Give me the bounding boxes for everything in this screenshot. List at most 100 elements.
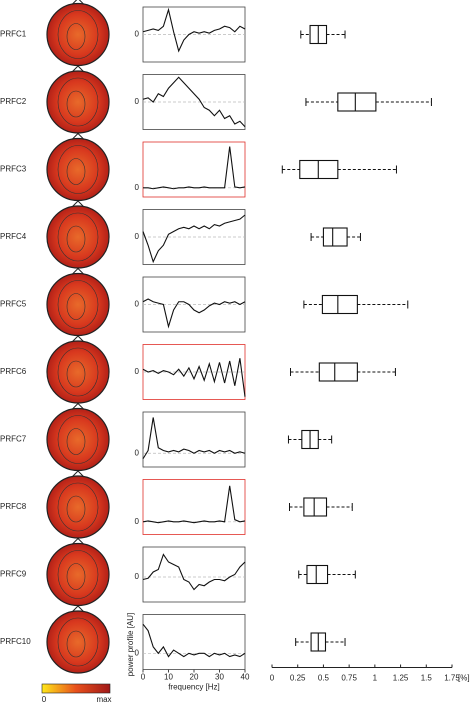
scalp-map	[46, 340, 110, 404]
scalp-contour	[57, 212, 99, 262]
spectrum-line	[142, 417, 246, 460]
box-tick-label: 0	[270, 674, 275, 683]
x-tick-label: 40	[241, 673, 250, 682]
scalp-contour	[57, 145, 99, 194]
scalp-nose	[71, 335, 85, 343]
box	[306, 564, 329, 585]
scalp-contour	[66, 428, 86, 455]
box-unit: [%]	[458, 674, 470, 683]
scalp-nose	[71, 65, 85, 73]
box	[321, 294, 358, 315]
colorbar-max: max	[96, 695, 111, 704]
scalp-map	[46, 475, 110, 539]
scalp-contour	[66, 225, 86, 253]
scalp-contour	[66, 23, 86, 50]
x-tick-label: 0	[141, 673, 146, 682]
y-tick-label: 0	[135, 448, 140, 457]
scalp-map	[46, 272, 110, 337]
spectrum-frame	[142, 479, 246, 535]
y-axis-label: power profile [AU]	[126, 613, 135, 677]
component-label: PRFC10	[0, 637, 31, 646]
spectrum-frame	[142, 411, 246, 468]
y-tick-label: 0	[135, 572, 140, 581]
spectrum-frame	[142, 141, 246, 198]
scalp-nose	[71, 470, 85, 478]
component-label: PRFC6	[0, 367, 27, 376]
box-tick-label: 1.5	[421, 674, 433, 683]
scalp-contour	[57, 550, 99, 599]
box-tick-label: 0.25	[290, 674, 306, 683]
colorbar	[41, 683, 111, 694]
box	[303, 497, 328, 517]
scalp-map	[46, 137, 110, 202]
x-tick-label: 10	[164, 673, 173, 682]
component-label: PRFC8	[0, 502, 27, 511]
box	[318, 362, 358, 382]
box-tick-label: 0.75	[341, 674, 357, 683]
box-tick-label: 1.25	[393, 674, 409, 683]
spectrum-line	[142, 358, 246, 397]
scalp-map	[46, 70, 110, 134]
scalp-contour	[66, 90, 86, 118]
component-label: PRFC9	[0, 570, 27, 579]
y-tick-label: 0	[135, 183, 140, 192]
spectrum-line	[142, 553, 246, 591]
scalp-map	[46, 610, 110, 674]
scalp-map	[46, 542, 110, 607]
component-label: PRFC5	[0, 300, 27, 309]
component-label: PRFC1	[0, 30, 27, 39]
spectrum-line	[142, 76, 246, 128]
y-tick-label: 0	[135, 648, 140, 657]
scalp-nose	[71, 200, 85, 208]
scalp-contour	[57, 77, 99, 127]
scalp-contour	[57, 415, 99, 464]
y-tick-label: 0	[135, 30, 140, 39]
scalp-map	[46, 2, 110, 67]
scalp-nose	[71, 0, 85, 5]
component-label: PRFC2	[0, 97, 27, 106]
scalp-nose	[71, 402, 85, 410]
scalp-map	[46, 205, 110, 269]
y-tick-label: 0	[135, 300, 140, 309]
spectrum-line	[142, 7, 246, 53]
spectrum-line	[142, 623, 246, 658]
y-tick-label: 0	[135, 232, 140, 241]
scalp-contour	[66, 293, 86, 320]
component-label: PRFC4	[0, 232, 27, 241]
scalp-contour	[57, 482, 99, 532]
scalp-contour	[57, 617, 99, 667]
scalp-map	[46, 407, 110, 472]
scalp-contour	[66, 360, 86, 388]
component-label: PRFC7	[0, 435, 27, 444]
box	[322, 227, 348, 247]
scalp-nose	[71, 605, 85, 613]
spectrum-line	[142, 485, 246, 524]
spectrum-line	[142, 298, 246, 329]
box-tick-label: 1	[373, 674, 378, 683]
colorbar-min: 0	[42, 695, 47, 704]
spectrum-line	[142, 214, 246, 264]
y-tick-label: 0	[135, 97, 140, 106]
x-axis-label: frequency [Hz]	[168, 683, 220, 692]
scalp-contour	[66, 495, 86, 523]
scalp-nose	[71, 267, 85, 275]
x-tick-label: 30	[215, 673, 224, 682]
box	[337, 92, 377, 112]
scalp-nose	[71, 132, 85, 140]
x-tick-label: 20	[190, 673, 199, 682]
box-tick-label: 0.5	[318, 674, 330, 683]
scalp-contour	[57, 347, 99, 397]
scalp-contour	[57, 10, 99, 59]
spectrum-line	[143, 146, 246, 190]
box-tick-label: 1.75	[444, 674, 460, 683]
scalp-contour	[66, 158, 86, 185]
component-label: PRFC3	[0, 165, 27, 174]
spectrum-frame	[142, 546, 246, 603]
y-tick-label: 0	[135, 367, 140, 376]
scalp-nose	[71, 537, 85, 545]
spectrum-frame	[142, 614, 246, 670]
scalp-contour	[66, 563, 86, 590]
scalp-contour	[57, 280, 99, 329]
y-tick-label: 0	[135, 517, 140, 526]
